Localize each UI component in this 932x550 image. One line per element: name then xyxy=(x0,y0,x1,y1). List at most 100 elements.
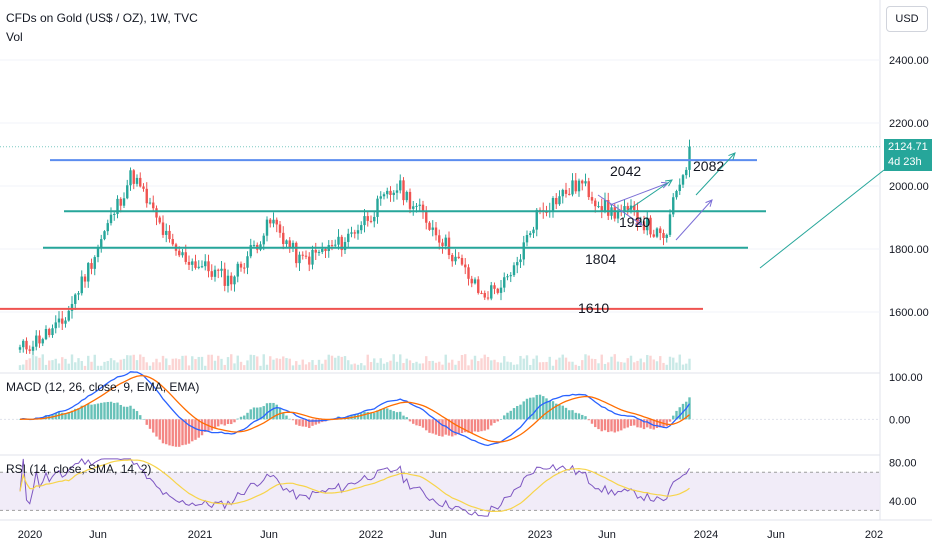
volume-bar xyxy=(90,361,93,370)
candle-body xyxy=(603,200,607,212)
candle-body xyxy=(600,206,603,212)
macd-histogram-bar xyxy=(288,418,291,420)
volume-bar xyxy=(402,363,405,370)
macd-histogram-bar xyxy=(675,410,678,420)
macd-histogram-bar xyxy=(100,402,103,420)
macd-histogram-bar xyxy=(525,398,529,420)
volume-bar xyxy=(145,362,148,370)
volume-bar xyxy=(256,356,259,370)
currency-button[interactable]: USD xyxy=(886,6,928,32)
signal-line xyxy=(19,375,690,443)
volume-bar xyxy=(597,363,600,370)
macd-histogram-bar xyxy=(373,412,376,420)
volume-bar xyxy=(41,354,44,370)
macd-histogram-bar xyxy=(415,419,418,426)
macd-histogram-bar xyxy=(652,419,655,430)
volume-bar xyxy=(652,359,655,370)
candle-body xyxy=(226,275,230,286)
macd-histogram-bar xyxy=(204,419,207,432)
macd-histogram-bar xyxy=(236,418,239,420)
macd-histogram-bar xyxy=(376,410,379,420)
macd-legend[interactable]: MACD (12, 26, close, 9, EMA, EMA) xyxy=(6,380,200,394)
macd-histogram-bar xyxy=(655,419,659,429)
candle-body xyxy=(93,257,96,269)
volume-bar xyxy=(421,363,425,370)
macd-histogram-bar xyxy=(425,419,428,431)
macd-histogram-bar xyxy=(551,401,555,420)
volume-bar xyxy=(366,354,369,370)
time-tick-label: Jun xyxy=(89,529,107,541)
candle-body xyxy=(145,188,148,204)
volume-bar xyxy=(395,361,399,370)
candle-body xyxy=(184,252,187,262)
macd-histogram-bar xyxy=(395,412,399,420)
volume-bar xyxy=(64,358,67,370)
volume-bar xyxy=(376,362,379,370)
macd-histogram-bar xyxy=(629,419,633,426)
macd-histogram-bar xyxy=(230,419,233,425)
volume-bar xyxy=(148,365,152,370)
candle-body xyxy=(116,198,119,214)
last-price-tag: 2124.71 4d 23h xyxy=(884,139,932,171)
volume-bar xyxy=(308,362,311,370)
candle-body xyxy=(28,349,31,351)
candle-body xyxy=(64,320,67,324)
rsi-line xyxy=(19,458,690,517)
rsi-legend[interactable]: RSI (14, close, SMA, 14, 2) xyxy=(6,462,152,476)
macd-histogram-bar xyxy=(155,419,158,437)
candle-body xyxy=(132,170,135,184)
candle-body xyxy=(291,242,295,248)
candle-body xyxy=(168,230,171,240)
volume-bar xyxy=(334,357,337,370)
time-tick-label: Jun xyxy=(767,529,785,541)
volume-bar xyxy=(649,355,652,370)
macd-histogram-bar xyxy=(217,419,220,427)
candle-body xyxy=(278,224,282,233)
macd-histogram-bar xyxy=(67,412,70,420)
macd-histogram-bar xyxy=(168,419,171,446)
macd-histogram-bar xyxy=(165,419,168,445)
time-tick-label: Jun xyxy=(598,529,616,541)
volume-bar xyxy=(324,359,327,370)
candle-body xyxy=(25,340,28,350)
rsi-tick-label: 80.00 xyxy=(889,458,917,470)
candle-body xyxy=(100,239,103,248)
candle-body xyxy=(386,190,389,195)
macd-histogram-bar xyxy=(431,419,434,434)
candles xyxy=(18,139,691,355)
macd-histogram-bar xyxy=(571,410,574,420)
volume-bar xyxy=(382,363,386,370)
volume-bar xyxy=(106,360,109,370)
macd-histogram-bar xyxy=(389,409,392,420)
volume-bar xyxy=(213,360,217,370)
macd-histogram-bar xyxy=(473,419,477,432)
macd-histogram-bar xyxy=(282,412,285,420)
rsi-band xyxy=(0,471,880,511)
volume-bar xyxy=(35,356,38,370)
candle-body xyxy=(681,175,685,185)
volume-bar xyxy=(399,354,402,370)
macd-histogram-bar xyxy=(603,419,607,431)
macd-histogram-bar xyxy=(574,412,577,420)
volume-bar xyxy=(304,364,308,370)
volume-bar xyxy=(142,356,145,370)
macd-histogram-bar xyxy=(408,419,412,422)
candle-body xyxy=(113,213,116,215)
candle-body xyxy=(236,263,239,277)
candle-body xyxy=(70,303,74,311)
macd-histogram-bar xyxy=(509,410,512,420)
volume-bar xyxy=(93,354,96,370)
macd-histogram-bar xyxy=(90,404,93,420)
candle-body xyxy=(129,170,132,186)
volume-bar xyxy=(187,365,191,370)
macd-histogram-bar xyxy=(360,413,363,420)
candle-body xyxy=(525,234,529,243)
candle-body xyxy=(87,263,90,282)
volume-bar xyxy=(600,354,603,370)
volume-bar xyxy=(434,362,438,370)
macd-histogram-bar xyxy=(171,419,174,447)
arrow-head xyxy=(635,218,643,226)
macd-histogram-bar xyxy=(672,415,675,420)
candle-body xyxy=(252,244,256,246)
